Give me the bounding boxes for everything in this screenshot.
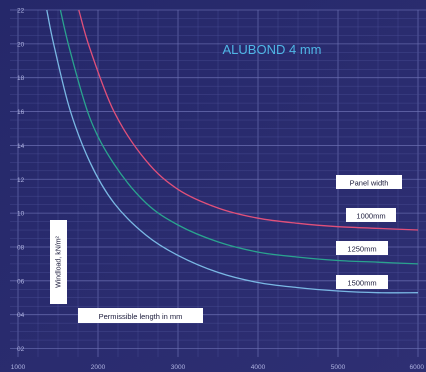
y-axis-label: Windload, kN/m² (55, 235, 62, 287)
y-tick-label: 04 (17, 312, 25, 319)
x-tick-label: 5000 (331, 364, 346, 371)
x-axis-label: Permissible length in mm (99, 312, 183, 321)
x-axis-label-box: Permissible length in mm (78, 308, 203, 323)
y-tick-label: 12 (17, 177, 25, 184)
series-line-1000mm (78, 9, 419, 231)
y-tick-label: 06 (17, 278, 25, 285)
y-axis-ticks: 02 04 06 08 10 12 14 16 18 20 22 (17, 8, 25, 354)
y-tick-label: 18 (17, 75, 25, 82)
y-tick-label: 14 (17, 143, 25, 150)
x-axis-ticks: 1000 2000 3000 4000 5000 6000 (11, 364, 425, 371)
y-tick-label: 20 (17, 41, 25, 48)
x-tick-label: 2000 (91, 364, 106, 371)
y-tick-label: 08 (17, 244, 25, 251)
legend-entry-1000mm: 1000mm (356, 212, 385, 221)
x-tick-label: 4000 (251, 364, 266, 371)
series-line-1250mm (59, 9, 419, 265)
y-tick-label: 22 (17, 8, 25, 15)
y-axis-label-box: Windload, kN/m² (50, 220, 67, 304)
x-tick-label: 6000 (410, 364, 425, 371)
series-lines (46, 9, 419, 294)
legend-entry-1500mm: 1500mm (347, 279, 376, 288)
legend: Panel width 1000mm 1250mm 1500mm (336, 175, 402, 289)
series-line-1500mm (46, 9, 419, 294)
y-tick-label: 10 (17, 211, 25, 218)
chart-title: ALUBOND 4 mm (223, 42, 322, 57)
x-tick-label: 3000 (171, 364, 186, 371)
legend-entry-1250mm: 1250mm (347, 245, 376, 254)
legend-title: Panel width (350, 179, 389, 188)
x-tick-label: 1000 (11, 364, 26, 371)
y-tick-label: 16 (17, 109, 25, 116)
y-tick-label: 02 (17, 346, 25, 353)
